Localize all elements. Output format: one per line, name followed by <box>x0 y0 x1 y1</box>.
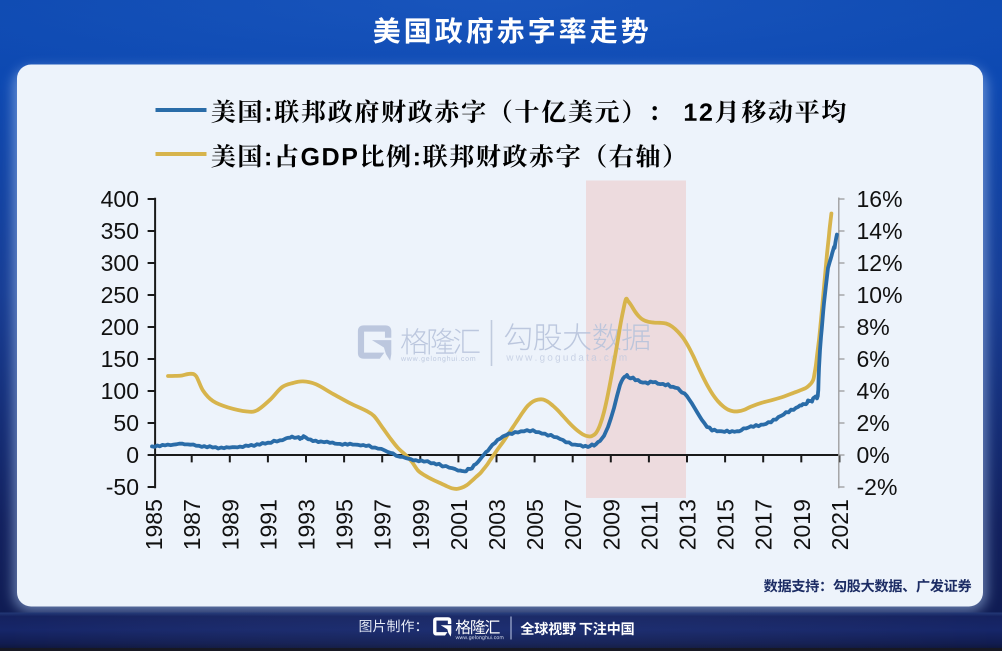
svg-text:100: 100 <box>101 378 139 404</box>
svg-text:4%: 4% <box>857 378 890 404</box>
svg-text:0: 0 <box>126 442 139 468</box>
svg-text:1985: 1985 <box>141 499 167 550</box>
svg-text:1993: 1993 <box>294 499 320 550</box>
svg-text:8%: 8% <box>857 314 890 340</box>
svg-text:1999: 1999 <box>408 499 434 550</box>
svg-text:2%: 2% <box>857 410 890 436</box>
svg-text:14%: 14% <box>857 218 903 244</box>
svg-text:350: 350 <box>101 218 139 244</box>
svg-text:2013: 2013 <box>675 499 701 550</box>
svg-text:10%: 10% <box>857 282 903 308</box>
svg-text:2009: 2009 <box>598 499 624 550</box>
svg-text:2007: 2007 <box>560 499 586 550</box>
svg-text:-2%: -2% <box>857 474 898 500</box>
svg-text:2019: 2019 <box>789 499 815 550</box>
svg-text:50: 50 <box>113 410 139 436</box>
svg-text:1987: 1987 <box>179 499 205 550</box>
svg-text:2015: 2015 <box>713 499 739 550</box>
svg-text:2003: 2003 <box>484 499 510 550</box>
svg-text:0%: 0% <box>857 442 890 468</box>
svg-text:2005: 2005 <box>522 499 548 550</box>
svg-text:1991: 1991 <box>255 499 281 550</box>
svg-text:400: 400 <box>101 186 139 212</box>
svg-text:16%: 16% <box>857 186 903 212</box>
svg-text:6%: 6% <box>857 346 890 372</box>
svg-text:200: 200 <box>101 314 139 340</box>
svg-text:2021: 2021 <box>827 499 853 550</box>
svg-text:2011: 2011 <box>636 501 662 550</box>
svg-text:250: 250 <box>101 282 139 308</box>
svg-text:300: 300 <box>101 250 139 276</box>
svg-text:1997: 1997 <box>370 499 396 550</box>
svg-text:-50: -50 <box>106 474 139 500</box>
svg-text:2001: 2001 <box>446 499 472 550</box>
svg-text:12%: 12% <box>857 250 903 276</box>
svg-text:150: 150 <box>101 346 139 372</box>
svg-text:2017: 2017 <box>751 499 777 550</box>
svg-text:1989: 1989 <box>217 499 243 550</box>
svg-text:1995: 1995 <box>332 499 358 550</box>
